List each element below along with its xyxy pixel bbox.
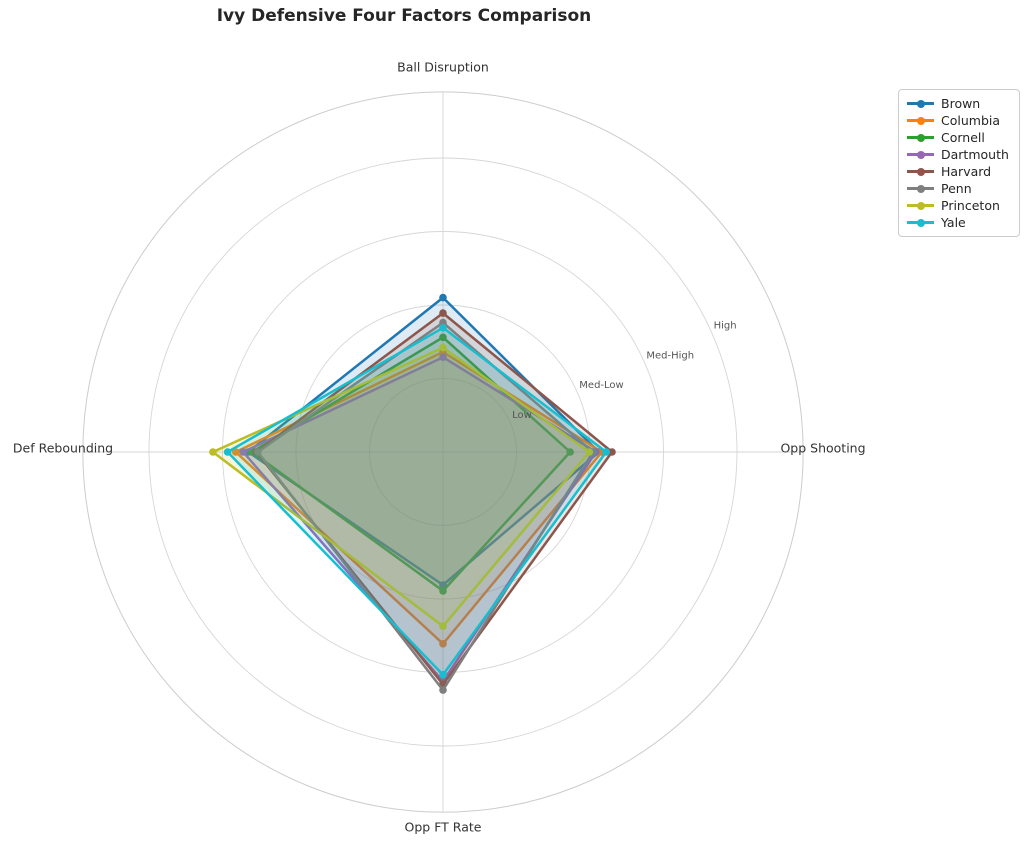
legend-label: Dartmouth	[941, 147, 1009, 162]
legend-item-cornell: Cornell	[907, 130, 1011, 146]
data-point-columbia-3	[231, 448, 240, 456]
legend-marker-icon	[907, 150, 934, 159]
radial-tick-label: Low	[512, 410, 532, 421]
data-point-harvard-0	[439, 309, 447, 317]
data-point-princeton-1	[585, 448, 594, 456]
legend-dot-icon	[916, 116, 925, 125]
data-point-yale-3	[223, 448, 232, 456]
legend-dot-icon	[916, 150, 925, 159]
legend-label: Brown	[941, 96, 981, 111]
radial-tick-label: Med-Low	[579, 380, 623, 391]
legend-marker-icon	[907, 133, 934, 142]
legend-marker-icon	[907, 184, 934, 193]
axis-label-opp-ft-rate: Opp FT Rate	[405, 820, 482, 835]
legend-dot-icon	[916, 184, 925, 193]
data-point-penn-0	[439, 318, 447, 327]
radial-tick-label: High	[714, 320, 737, 331]
data-point-brown-2	[439, 581, 447, 589]
chart-title: Ivy Defensive Four Factors Comparison	[216, 6, 592, 26]
legend-dot-icon	[916, 218, 925, 227]
legend-item-columbia: Columbia	[907, 113, 1011, 129]
radial-tick-label: Med-High	[646, 350, 694, 361]
axis-label-ball-disruption: Ball Disruption	[397, 60, 489, 75]
data-point-penn-2	[439, 686, 447, 694]
legend-label: Cornell	[941, 130, 985, 145]
legend-marker-icon	[907, 201, 934, 210]
data-point-princeton-3	[209, 448, 217, 456]
data-point-yale-2	[439, 670, 447, 679]
data-point-columbia-2	[439, 640, 447, 648]
legend-dot-icon	[916, 133, 925, 142]
legend-marker-icon	[907, 116, 934, 125]
legend-item-brown: Brown	[907, 96, 1011, 112]
axis-label-opp-shooting: Opp Shooting	[780, 441, 865, 456]
legend-item-harvard: Harvard	[907, 164, 1011, 180]
data-point-cornell-1	[566, 448, 574, 456]
legend-label: Yale	[941, 215, 966, 230]
legend-dot-icon	[916, 99, 925, 108]
legend-item-yale: Yale	[907, 215, 1011, 231]
legend-item-dartmouth: Dartmouth	[907, 147, 1011, 163]
data-point-cornell-2	[439, 587, 447, 595]
legend-label: Penn	[941, 181, 972, 196]
legend-label: Columbia	[941, 113, 1001, 128]
data-point-harvard-1	[608, 448, 616, 456]
data-point-princeton-2	[439, 622, 447, 630]
data-point-dartmouth-0	[439, 353, 447, 362]
team-polygon-yale	[226, 326, 608, 676]
legend-label: Princeton	[941, 198, 1000, 213]
data-point-cornell-0	[439, 333, 447, 342]
data-point-penn-3	[253, 448, 262, 456]
legend-marker-icon	[907, 99, 934, 108]
legend: Brown Columbia Cornell Dartmouth Harvard Penn…	[898, 89, 1020, 237]
data-point-yale-1	[602, 448, 610, 456]
legend-marker-icon	[907, 218, 934, 227]
data-point-princeton-0	[439, 343, 447, 352]
legend-dot-icon	[916, 167, 925, 176]
data-point-dartmouth-3	[239, 448, 247, 456]
data-point-yale-0	[439, 324, 447, 332]
legend-item-penn: Penn	[907, 181, 1011, 197]
legend-dot-icon	[916, 201, 925, 210]
data-point-brown-0	[439, 293, 447, 302]
legend-item-princeton: Princeton	[907, 198, 1011, 214]
legend-marker-icon	[907, 167, 934, 176]
axis-label-def-rebounding: Def Rebounding	[13, 441, 113, 456]
legend-label: Harvard	[941, 164, 992, 179]
